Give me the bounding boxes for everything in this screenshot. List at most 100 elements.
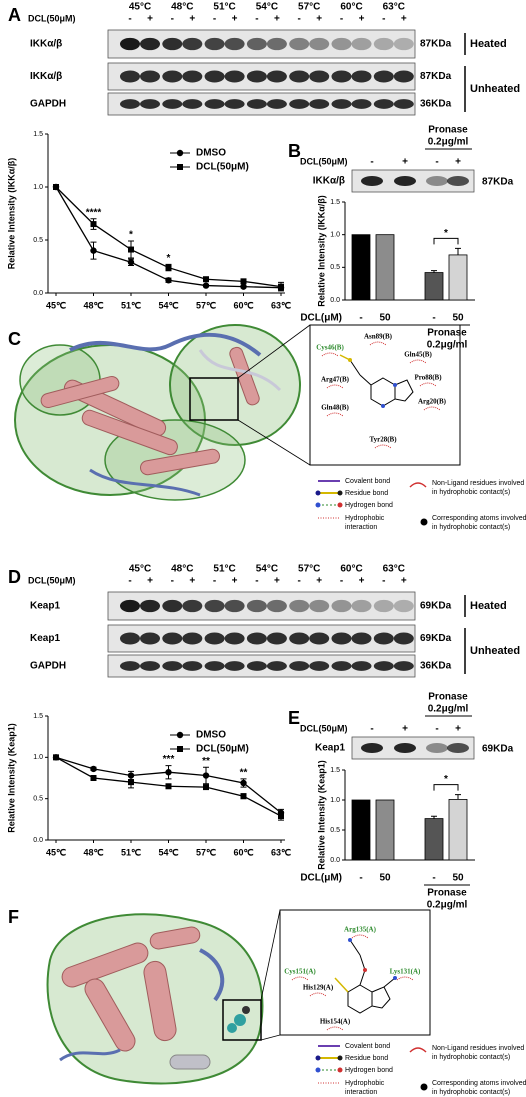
y-tick-label: 0.0 [33, 290, 43, 297]
blot-band [309, 632, 330, 645]
blot-band [289, 70, 310, 83]
group-label: Pronase [427, 888, 467, 899]
panel-letter: A [8, 5, 21, 25]
significance-bracket [433, 784, 459, 791]
legend-icon [315, 1055, 321, 1061]
pronase-label: 0.2μg/ml [428, 704, 469, 715]
blot-band [331, 99, 352, 109]
blot-band [373, 37, 394, 51]
treatment-label: DCL(50μM) [28, 13, 76, 23]
data-point [165, 769, 172, 776]
legend-text: Non-Ligand residues involved [432, 480, 524, 487]
significance-label: ** [240, 767, 248, 778]
blot-band [331, 632, 352, 645]
x-tick-label: 45℃ [46, 847, 66, 857]
blot-band [182, 70, 203, 83]
protein-label: Keap1 [315, 743, 345, 754]
blot-band [140, 661, 160, 671]
sign-label: + [455, 157, 461, 168]
hydrophobic-arc [326, 412, 344, 417]
hydrophobic-arc [326, 384, 344, 389]
blot-band [447, 743, 469, 753]
data-point [278, 283, 284, 290]
blot-band [331, 70, 352, 83]
size-label: 87KDa [420, 71, 452, 82]
blot-band [266, 661, 287, 671]
panel-letter: E [288, 708, 300, 728]
legend-icon [315, 1067, 321, 1073]
legend-text: Covalent bond [345, 478, 390, 485]
significance-bracket [433, 237, 459, 245]
data-point [202, 282, 210, 289]
significance-label: * [444, 228, 448, 239]
sign-label: - [382, 14, 385, 25]
residue-label: Lys131(A) [390, 968, 421, 976]
y-tick-label: 1.0 [330, 797, 340, 804]
legend-text: in hydrophobic contact(s) [432, 489, 510, 496]
temperature-label: 57°C [298, 564, 320, 575]
y-axis-label: Relative Intensity (Keap1) [6, 723, 16, 833]
sign-label: + [147, 576, 153, 587]
legend-text: Hydrophobic [345, 515, 385, 522]
legend-icon [337, 1067, 343, 1073]
sign-label: + [232, 576, 238, 587]
significance-label: **** [86, 207, 102, 218]
blot-band [426, 743, 448, 753]
sign-label: + [402, 724, 408, 735]
temperature-label: 51°C [213, 2, 235, 13]
temperature-label: 57°C [298, 2, 320, 13]
x-tick-label: 48℃ [83, 847, 103, 857]
blot-band [140, 632, 160, 645]
group-label: 0.2μg/ml [427, 340, 468, 351]
sign-label: - [255, 576, 258, 587]
protein-label: IKKα/β [313, 176, 345, 187]
legend-text: in hydrophobic contact(s) [432, 1089, 510, 1096]
blot-band [309, 99, 330, 109]
sign-label: - [171, 576, 174, 587]
x-tick-label: 50 [452, 873, 464, 884]
legend-marker [177, 746, 183, 752]
hydrophobic-arc [291, 976, 309, 981]
residue-label: Arg135(A) [344, 926, 377, 934]
temperature-label: 63°C [383, 2, 405, 13]
sign-label: - [171, 14, 174, 25]
blot-band [140, 99, 160, 109]
blot-band [266, 632, 287, 645]
temperature-label: 45°C [129, 564, 151, 575]
blot-band [393, 632, 414, 645]
protein-structure-c [14, 324, 461, 501]
hydrophobic-arc [409, 359, 427, 364]
size-label: 87KDa [482, 177, 514, 188]
data-point [127, 259, 135, 266]
sign-label: - [298, 14, 301, 25]
data-point [90, 775, 97, 781]
y-tick-label: 0.5 [33, 796, 43, 803]
blot-band [289, 37, 310, 51]
x-tick-label: 51℃ [121, 300, 141, 310]
sign-label: + [316, 576, 322, 587]
group-label: Unheated [470, 83, 520, 95]
panel-letter: C [8, 329, 21, 349]
sign-label: + [316, 14, 322, 25]
data-point [127, 772, 135, 779]
sign-label: + [401, 576, 407, 587]
blot-band [351, 661, 372, 671]
x-tick-label: - [359, 873, 362, 884]
blot-band [373, 99, 394, 109]
legend-label: DCL(50μM) [196, 744, 249, 755]
blot-band [373, 661, 394, 671]
sign-label: - [128, 576, 131, 587]
size-label: 36KDa [420, 99, 452, 110]
y-tick-label: 0.5 [33, 237, 43, 244]
blot-band [289, 599, 310, 613]
data-point [53, 754, 59, 761]
legend-text: interaction [345, 1089, 377, 1096]
hydrophobic-arc [423, 406, 441, 411]
panel-letter: D [8, 567, 21, 587]
blot-band [373, 632, 394, 645]
data-point [165, 277, 172, 284]
protein-label: GAPDH [30, 661, 66, 672]
error-bar [431, 815, 437, 819]
blot-band [246, 99, 267, 109]
bar [351, 234, 371, 301]
